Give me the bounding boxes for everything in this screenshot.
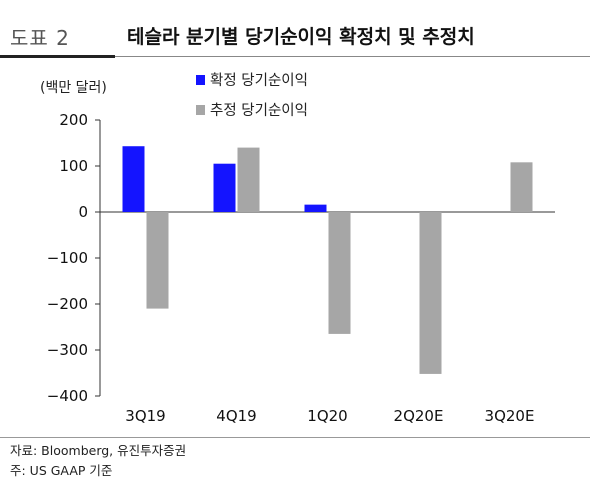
bars — [122, 146, 533, 374]
y-tick-label: −400 — [47, 387, 88, 405]
bar — [237, 147, 260, 212]
y-tick-label: 100 — [59, 157, 88, 175]
legend-label: 추정 당기순이익 — [210, 102, 308, 119]
axes: 200 100 0 −100 −200 −300 −400 — [47, 111, 555, 405]
source-text: 자료: Bloomberg, 유진투자증권 — [10, 443, 187, 458]
figure-title: 테슬라 분기별 당기순이익 확정치 및 추정치 — [127, 26, 475, 48]
note-text: 주: US GAAP 기준 — [10, 463, 113, 478]
legend-swatch — [196, 75, 205, 85]
header-rule-accent — [0, 55, 115, 58]
y-unit-label: (백만 달러) — [40, 80, 107, 96]
y-tick-label: −300 — [47, 341, 88, 359]
legend-swatch — [196, 105, 205, 115]
x-tick-label: 1Q20 — [307, 407, 347, 425]
bar — [122, 146, 145, 212]
bar — [304, 204, 327, 212]
x-tick-label: 2Q20E — [394, 407, 444, 425]
bar — [213, 163, 236, 212]
bar — [146, 212, 169, 309]
legend-label: 확정 당기순이익 — [210, 72, 308, 89]
y-tick-label: −200 — [47, 295, 88, 313]
x-tick-label: 3Q19 — [125, 407, 165, 425]
y-tick-label: 200 — [59, 111, 88, 129]
figure-header: 도표 2 테슬라 분기별 당기순이익 확정치 및 추정치 — [0, 0, 590, 62]
x-tick-label: 4Q19 — [216, 407, 256, 425]
bar — [419, 212, 442, 374]
bar — [510, 162, 533, 212]
footer-rule — [0, 437, 590, 438]
figure-number: 도표 2 — [10, 26, 70, 50]
y-tick-label: −100 — [47, 249, 88, 267]
x-tick-label: 3Q20E — [485, 407, 535, 425]
header-rule — [0, 56, 590, 57]
y-tick-label: 0 — [78, 203, 88, 221]
x-axis-labels: 3Q19 4Q19 1Q20 2Q20E 3Q20E — [125, 407, 534, 425]
bar — [328, 212, 351, 334]
